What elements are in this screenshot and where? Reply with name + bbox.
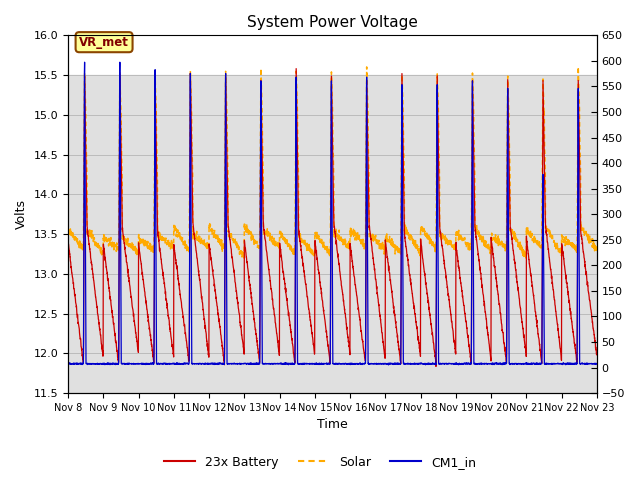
- CM1_in: [290, 361, 298, 367]
- Solar: [64, 224, 72, 230]
- X-axis label: Time: Time: [317, 419, 348, 432]
- 23x Battery: [432, 363, 440, 369]
- Line: Solar: Solar: [68, 67, 596, 258]
- Bar: [68, 75, 596, 393]
- 23x Battery: [526, 264, 534, 270]
- 23x Battery: [156, 245, 164, 251]
- Solar: [593, 246, 600, 252]
- Solar: [583, 232, 591, 238]
- Y-axis label: Volts: Volts: [15, 199, 28, 229]
- Solar: [363, 64, 371, 70]
- Solar: [267, 234, 275, 240]
- 23x Battery: [290, 350, 298, 356]
- CM1_in: [583, 361, 591, 367]
- Legend: 23x Battery, Solar, CM1_in: 23x Battery, Solar, CM1_in: [159, 451, 481, 474]
- Solar: [522, 255, 530, 261]
- CM1_in: [267, 361, 275, 367]
- Line: CM1_in: CM1_in: [68, 62, 596, 365]
- Solar: [125, 243, 132, 249]
- 23x Battery: [64, 240, 72, 245]
- Text: VR_met: VR_met: [79, 36, 129, 48]
- Line: 23x Battery: 23x Battery: [68, 69, 596, 366]
- CM1_in: [125, 360, 132, 366]
- CM1_in: [526, 361, 534, 367]
- 23x Battery: [593, 352, 600, 358]
- 23x Battery: [267, 284, 275, 289]
- Solar: [290, 250, 298, 255]
- CM1_in: [156, 361, 164, 367]
- 23x Battery: [125, 274, 132, 280]
- CM1_in: [385, 362, 392, 368]
- 23x Battery: [292, 66, 300, 72]
- CM1_in: [593, 361, 600, 367]
- Solar: [156, 229, 164, 235]
- CM1_in: [64, 361, 72, 367]
- 23x Battery: [583, 275, 591, 281]
- CM1_in: [81, 60, 88, 65]
- Title: System Power Voltage: System Power Voltage: [247, 15, 418, 30]
- Solar: [526, 231, 534, 237]
